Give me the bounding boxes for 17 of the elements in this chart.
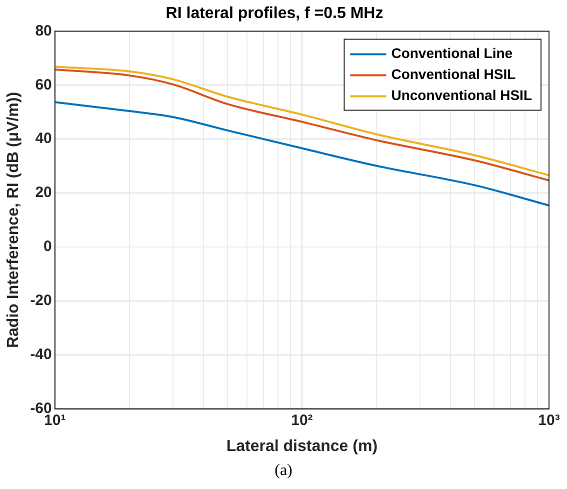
y-tick-label: 40	[35, 130, 52, 148]
chart-title: RI lateral profiles, f =0.5 MHz	[166, 5, 384, 22]
x-tick-label: 10³	[538, 412, 560, 429]
y-tick-label: 0	[44, 238, 52, 256]
y-tick-label: 80	[35, 22, 52, 40]
y-tick-label: 60	[35, 76, 52, 94]
y-axis-title: Radio Interference, RI (dB (μV/m))	[5, 92, 22, 348]
x-axis-title: Lateral distance (m)	[226, 438, 378, 455]
legend-label: Unconventional HSIL	[391, 87, 532, 104]
legend-label: Conventional HSIL	[391, 66, 516, 82]
x-tick-label: 10²	[291, 412, 313, 429]
y-tick-label: -20	[30, 292, 52, 310]
y-tick-label: 20	[35, 184, 52, 202]
text: (a)	[274, 462, 294, 480]
y-tick-label: -40	[30, 346, 52, 363]
x-tick-label: 10¹	[44, 412, 66, 429]
legend-label: Conventional Line	[391, 45, 513, 62]
